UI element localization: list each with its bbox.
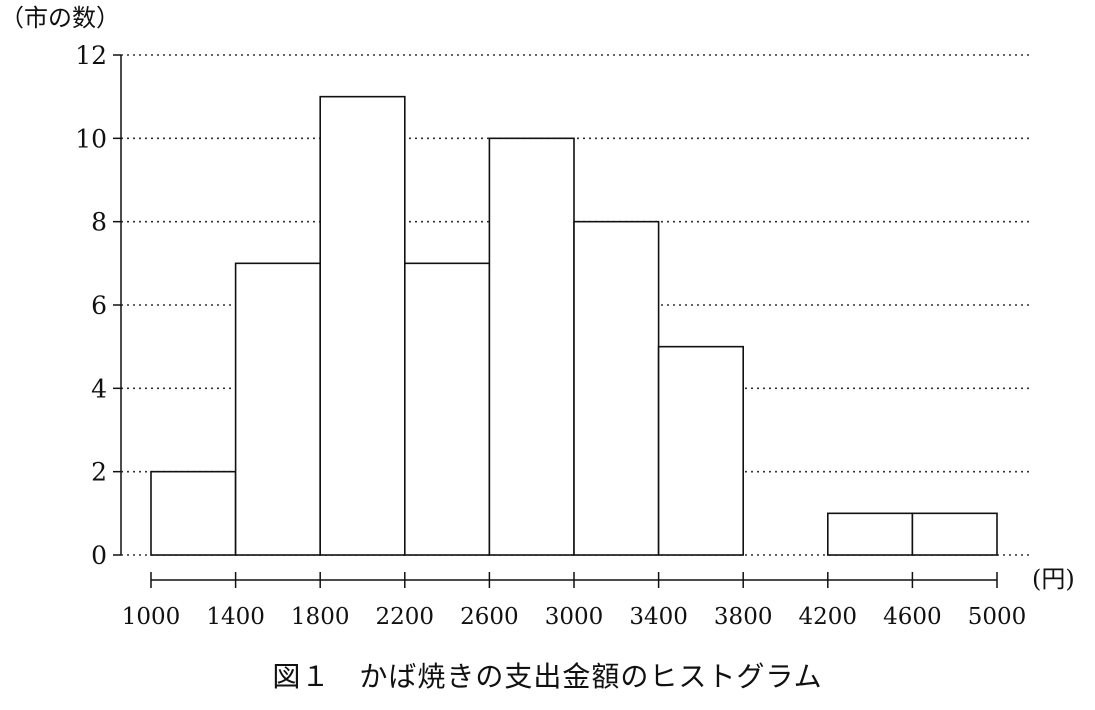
histogram-bar-4200-4600: [826, 512, 914, 556]
histogram-bar-3000-3400: [573, 220, 660, 556]
x-tick-label: 4600: [883, 604, 942, 630]
labels-layer: 0 2 4 6 8 10 12 1000 1400 1800 2200 2600 3000 3400 380…: [75, 41, 1026, 630]
x-tick-label: 3400: [629, 604, 688, 630]
y-tick-label: 12: [75, 41, 107, 70]
y-tick-label: 4: [91, 374, 107, 403]
x-tick-label: 2200: [376, 604, 435, 630]
histogram-bar-2600-3000: [488, 137, 575, 556]
x-tick-label: 3000: [545, 604, 604, 630]
y-tick-label: 6: [91, 291, 107, 320]
x-tick-label: 1800: [291, 604, 350, 630]
x-axis-unit-label: (円): [1032, 565, 1075, 593]
x-tick-label: 1000: [122, 604, 181, 630]
y-tick-label: 8: [91, 208, 107, 237]
y-tick-label: 2: [91, 458, 107, 487]
x-tick-label: 5000: [968, 604, 1027, 630]
y-tick-label: 10: [75, 124, 107, 153]
figure-caption: 図１ かば焼きの支出金額のヒストグラム: [272, 660, 823, 693]
histogram-bar-2200-2600: [403, 262, 491, 556]
histogram-bar-1000-1400: [150, 470, 237, 556]
x-tick-label: 1400: [206, 604, 265, 630]
histogram-bar-1400-1800: [234, 262, 322, 556]
histogram-bar-4600-5000: [911, 512, 998, 556]
y-axis-title: （市の数）: [0, 4, 120, 32]
histogram-bar-3400-3800: [657, 345, 744, 556]
histogram-bar-1800-2200: [319, 95, 406, 556]
x-tick-label: 3800: [714, 604, 773, 630]
x-tick-label: 4200: [799, 604, 858, 630]
y-tick-label: 0: [91, 541, 107, 570]
x-tick-label: 2600: [460, 604, 519, 630]
bars-layer: [150, 95, 998, 556]
axes-layer: [113, 54, 998, 588]
